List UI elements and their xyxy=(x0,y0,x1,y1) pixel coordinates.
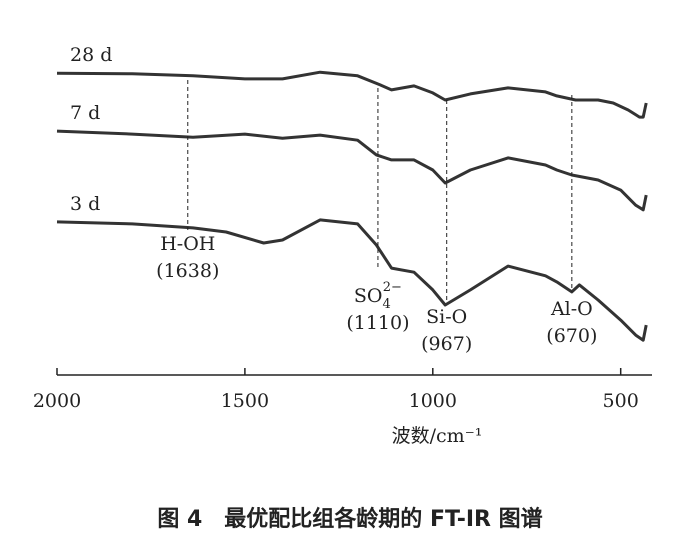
annotation-name: Si-O xyxy=(426,306,467,328)
annotation-name: SO xyxy=(354,285,383,307)
annotation-sup: 2− xyxy=(383,280,402,295)
annotation-text: H-OH xyxy=(160,233,215,255)
annotation-text: Si-O xyxy=(426,306,467,328)
annotation-sub: 4 xyxy=(383,297,391,312)
annotation-text: SO4 2− xyxy=(354,280,402,312)
x-tick-label: 1000 xyxy=(409,390,457,412)
annotation-label: (967) xyxy=(421,333,472,355)
annotation-name: Al-O xyxy=(550,298,593,320)
annotation-label: (1110) xyxy=(346,312,409,334)
annotation-name: H-OH xyxy=(160,233,215,255)
x-tick-label: 1500 xyxy=(221,390,269,412)
x-axis-label: 波数/cm⁻¹ xyxy=(392,425,483,447)
spectrum-line xyxy=(56,70,648,119)
series-label: 28 d xyxy=(70,44,112,66)
x-tick-label: 500 xyxy=(603,390,639,412)
spectrum-line xyxy=(56,218,648,342)
caption: 图 4 最优配比组各龄期的 FT-IR 图谱 xyxy=(157,506,542,532)
series-label: 3 d xyxy=(70,193,100,215)
annotation-label: (670) xyxy=(546,325,597,347)
series-label: 7 d xyxy=(70,102,100,124)
annotation-label: (1638) xyxy=(156,260,219,282)
x-tick-label: 2000 xyxy=(33,390,81,412)
spectrum-line xyxy=(56,129,648,212)
annotation-text: Al-O xyxy=(550,298,593,320)
